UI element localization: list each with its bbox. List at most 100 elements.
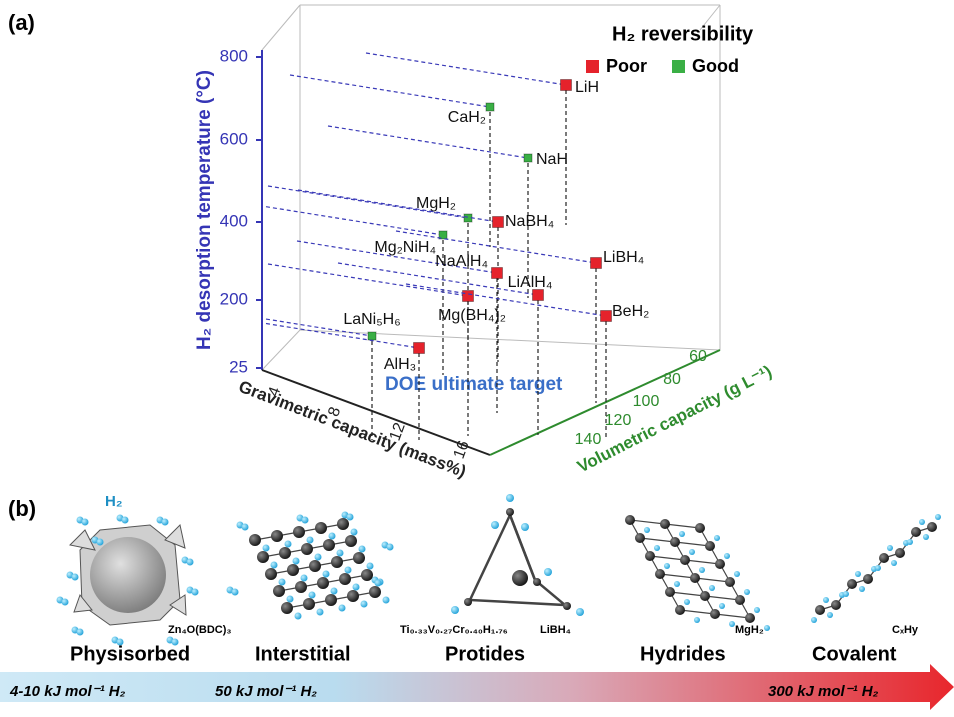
atom [337,550,344,557]
point-label: NaH [536,151,568,168]
atom [827,612,833,618]
bond [630,520,665,524]
guide-line [290,75,490,107]
atom [265,568,277,580]
atom [506,494,514,502]
lattice-illustrations [249,494,941,631]
z-tick-label: 100 [633,393,660,410]
atom [823,597,829,603]
atom [242,524,249,531]
atom [544,568,552,576]
atom [323,539,335,551]
atom [911,527,921,537]
atom [709,585,715,591]
mof-illustration [70,525,186,625]
atom [97,539,104,546]
point-label: NaBH₄ [505,213,554,230]
atom [660,519,670,529]
atom [361,569,373,581]
atom [249,534,261,546]
legend-label: Poor [606,56,647,76]
atom [122,517,129,524]
atom [491,521,499,529]
data-point [591,258,602,269]
atom [891,560,897,566]
atom [359,546,366,553]
atom [302,517,309,524]
atom [271,530,283,542]
atom [307,537,314,544]
atom [689,549,695,555]
atom [811,617,817,623]
atom [644,527,650,533]
atom [690,573,700,583]
point-label: MgH₂ [416,195,456,212]
atom [309,592,316,599]
point-label: Mg₂NiH₄ [374,239,436,256]
atom [375,580,382,587]
bond [705,596,740,600]
class-name: Interstitial [255,643,351,665]
class-example: MgH₂ [735,624,764,636]
atom [734,571,740,577]
point-label: LiBH₄ [603,249,644,266]
atom [62,599,69,606]
class-example: LiBH₄ [540,624,571,636]
atom [635,533,645,543]
energy-label: 4-10 kJ mol⁻¹ H₂ [9,683,126,700]
y-axis-title: H₂ desorption temperature (°C) [194,70,215,350]
atom [714,535,720,541]
point-label: AlH₃ [384,356,416,373]
atom [654,545,660,551]
guide-line [406,284,606,316]
y-tick-label: 400 [220,211,248,230]
atom [695,523,705,533]
atom [735,595,745,605]
guide-line [366,53,566,85]
atom [367,563,374,570]
atom [815,605,825,615]
z-tick-label: 120 [605,412,632,429]
data-point [492,268,503,279]
atom [361,601,368,608]
atom [645,551,655,561]
atom [192,589,199,596]
atom [317,577,329,589]
point-label: Mg(BH₄)₂ [438,307,506,324]
atom [859,586,865,592]
atom [287,564,299,576]
bond [715,614,750,618]
atom [323,571,330,578]
point-label: CaH₂ [448,109,486,126]
atom [533,578,541,586]
class-example: CₓHy [892,624,919,636]
atom [744,589,750,595]
atom [387,544,394,551]
atom [521,523,529,531]
atom [295,581,307,593]
bond [685,560,720,564]
atom [281,602,293,614]
atom [162,519,169,526]
atom [863,574,873,584]
atom [271,562,278,569]
atom [369,586,381,598]
atom [353,552,365,564]
class-example: Zn₄O(BDC)₃ [168,624,231,636]
gas-label: H₂ [105,493,123,510]
bond [675,542,710,546]
atom [339,605,346,612]
atom [684,599,690,605]
atom [664,563,670,569]
atom [351,529,358,536]
atom [847,579,857,589]
atom [345,567,352,574]
atom [887,545,893,551]
atom [383,597,390,604]
atom [339,573,351,585]
atom [670,537,680,547]
atom [187,559,194,566]
tetrahedron [470,515,565,605]
panel-label: (b) [8,496,36,521]
atom [301,543,313,555]
